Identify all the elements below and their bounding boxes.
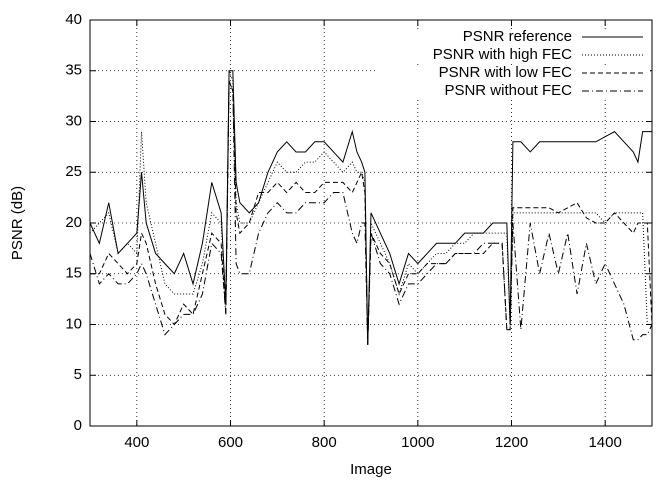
y-tick-label: 30 <box>65 112 82 129</box>
legend-background <box>375 65 650 82</box>
y-tick-label: 5 <box>74 366 82 383</box>
x-tick-label: 1200 <box>495 434 528 451</box>
legend-label: PSNR without FEC <box>444 82 572 99</box>
y-tick-label: 20 <box>65 214 82 231</box>
legend-background <box>375 83 650 100</box>
x-tick-label: 800 <box>312 434 337 451</box>
legend-background <box>375 29 650 46</box>
y-tick-label: 40 <box>65 11 82 28</box>
y-tick-label: 35 <box>65 62 82 79</box>
y-tick-label: 15 <box>65 265 82 282</box>
legend-label: PSNR with high FEC <box>433 46 572 63</box>
y-tick-label: 25 <box>65 163 82 180</box>
x-tick-label: 1400 <box>588 434 621 451</box>
x-tick-label: 400 <box>124 434 149 451</box>
y-axis-label: PSNR (dB) <box>9 186 26 260</box>
legend-label: PSNR with low FEC <box>439 64 573 81</box>
y-tick-label: 10 <box>65 315 82 332</box>
x-tick-label: 600 <box>218 434 243 451</box>
x-axis-label: Image <box>350 461 392 478</box>
legend-label: PSNR reference <box>463 28 572 45</box>
series-line <box>90 80 653 345</box>
y-tick-label: 0 <box>74 417 82 434</box>
legend-background <box>375 47 650 64</box>
x-tick-label: 1000 <box>401 434 434 451</box>
series-line <box>89 80 653 345</box>
